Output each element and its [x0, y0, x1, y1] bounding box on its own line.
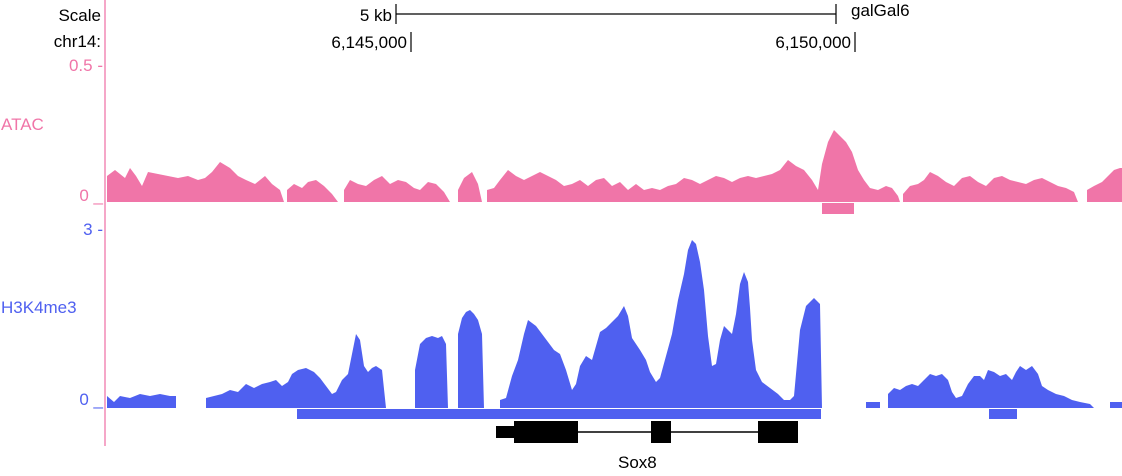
- scale-label: Scale: [58, 6, 101, 25]
- position-label-2: 6,150,000: [775, 33, 851, 52]
- atac-track-name[interactable]: ATAC: [1, 115, 44, 134]
- h3k4me3-signal-track[interactable]: [107, 240, 1122, 408]
- assembly-label: galGal6: [851, 1, 910, 20]
- h3k4me3-peak-region[interactable]: [297, 409, 821, 419]
- h3k4me3-peak-region[interactable]: [989, 409, 1017, 419]
- gene-name-label[interactable]: Sox8: [618, 453, 657, 472]
- atac-max-label: 0.5 -: [68, 56, 103, 75]
- atac-peak-region[interactable]: [822, 203, 854, 214]
- scale-bar-label: 5 kb: [359, 6, 392, 25]
- scale-bar: [395, 4, 837, 24]
- gene-model-sox8[interactable]: [496, 421, 798, 443]
- position-label-1: 6,145,000: [331, 33, 407, 52]
- chromosome-label: chr14:: [53, 32, 101, 51]
- atac-min-label: 0 _: [79, 186, 103, 205]
- atac-signal-track[interactable]: [107, 130, 1122, 202]
- h3k4me3-track-name[interactable]: H3K4me3: [1, 298, 77, 317]
- h3k4me3-min-label: 0 _: [79, 390, 103, 409]
- h3k4me3-max-label: 3 -: [83, 220, 103, 239]
